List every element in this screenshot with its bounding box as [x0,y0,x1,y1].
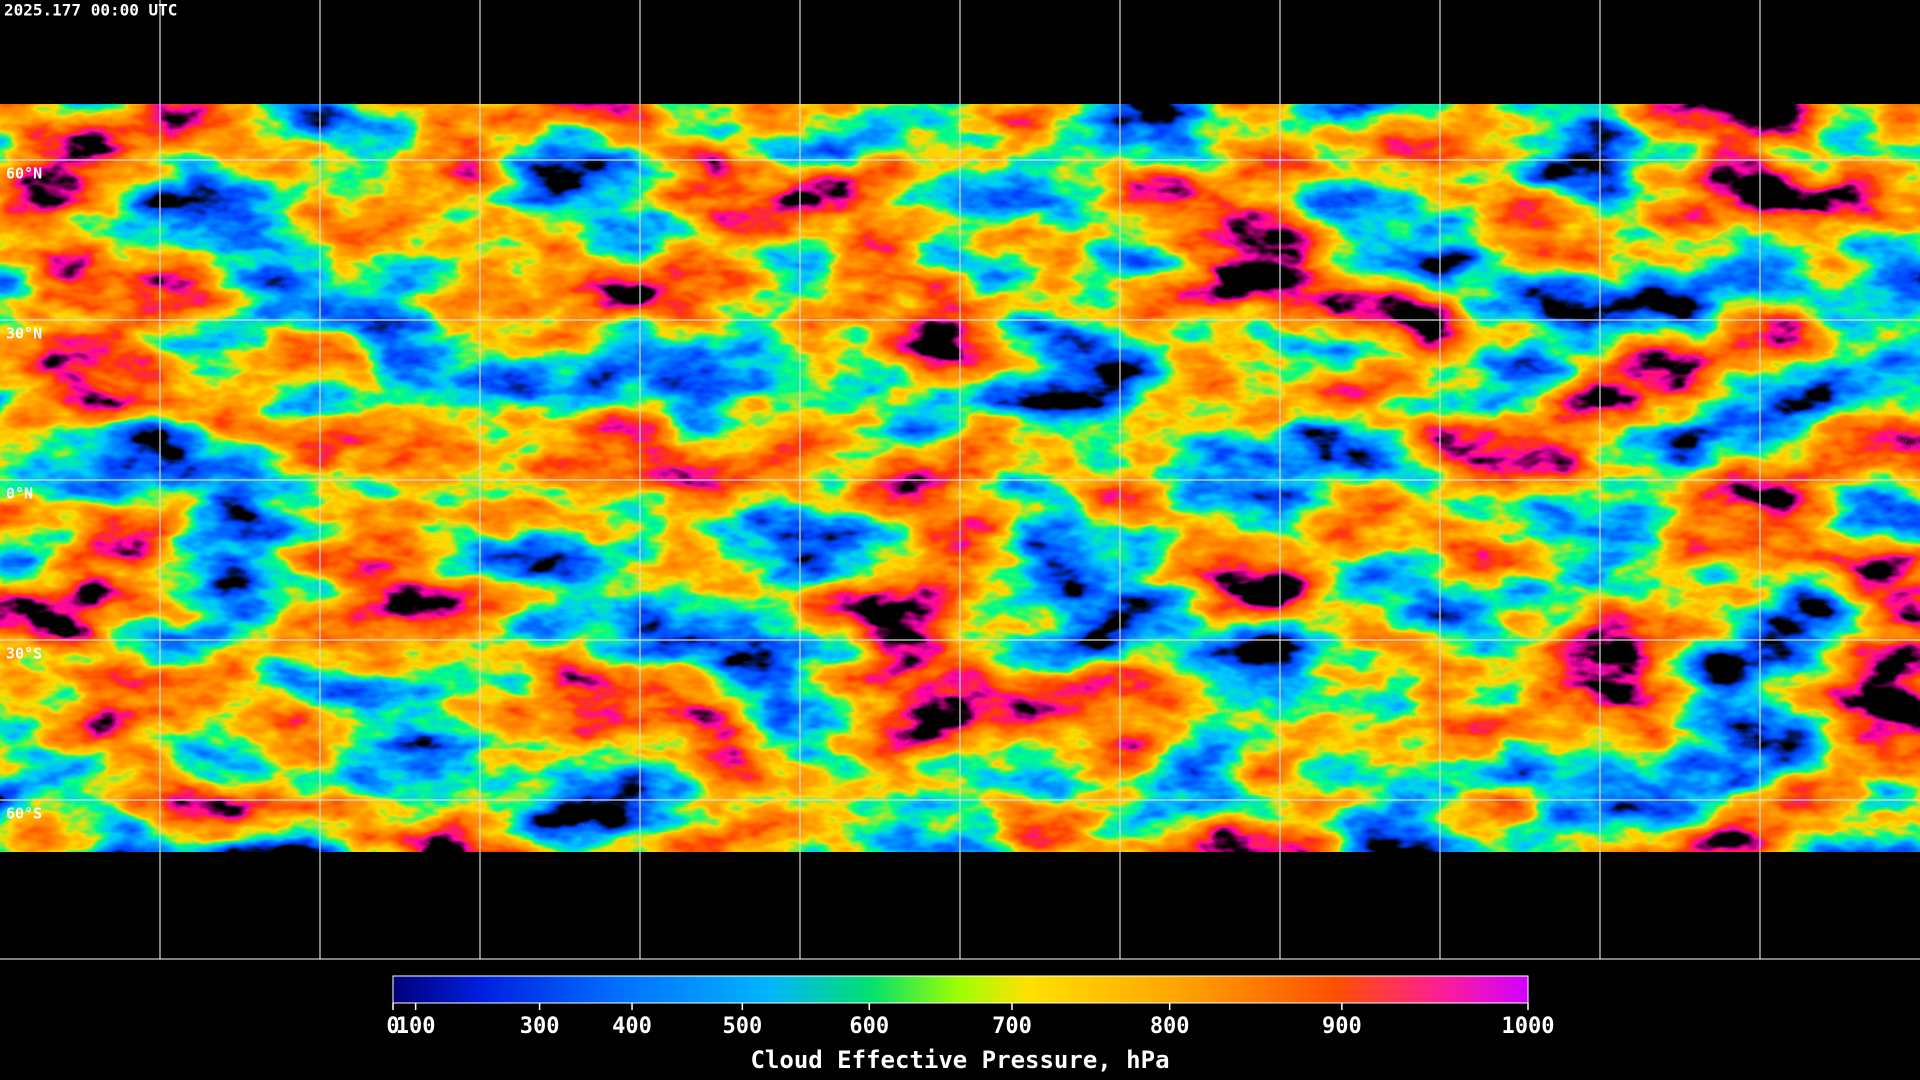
colorbar-tick-label: 800 [1150,1014,1190,1039]
colorbar-tick-label: 1000 [1502,1014,1555,1039]
colorbar-tick-label: 700 [992,1014,1032,1039]
latitude-label: 30°S [6,645,42,663]
colorbar [392,975,1529,1004]
latitude-label: 0°N [6,485,33,503]
colorbar-tick-label: 400 [612,1014,652,1039]
latitude-label: 60°N [6,165,42,183]
graticule [0,0,1920,959]
colorbar-title: Cloud Effective Pressure, hPa [750,1046,1169,1074]
colorbar-tick-label: 100 [396,1014,436,1039]
colorbar-tick-label: 300 [520,1014,560,1039]
latitude-label: 60°S [6,805,42,823]
colorbar-tick-label: 600 [849,1014,889,1039]
timestamp: 2025.177 00:00 UTC [4,1,177,20]
colorbar-tick-label: 500 [722,1014,762,1039]
colorbar-tick-label: 0 [386,1014,399,1039]
latitude-label: 30°N [6,325,42,343]
colorbar-tick-label: 900 [1322,1014,1362,1039]
